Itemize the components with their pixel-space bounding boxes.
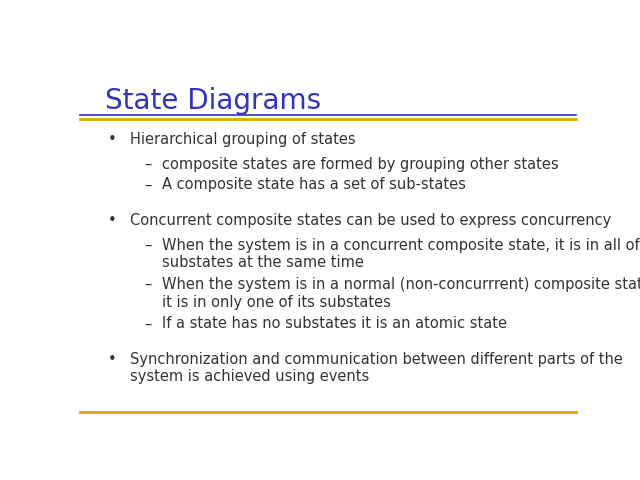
Text: Hierarchical grouping of states: Hierarchical grouping of states xyxy=(129,132,355,146)
Text: When the system is in a concurrent composite state, it is in all of its
substate: When the system is in a concurrent compo… xyxy=(162,238,640,270)
Text: Concurrent composite states can be used to express concurrency: Concurrent composite states can be used … xyxy=(129,213,611,228)
Text: If a state has no substates it is an atomic state: If a state has no substates it is an ato… xyxy=(162,316,507,331)
Text: –: – xyxy=(145,177,152,192)
Text: Synchronization and communication between different parts of the
system is achie: Synchronization and communication betwee… xyxy=(129,352,623,384)
Text: –: – xyxy=(145,277,152,292)
Text: –: – xyxy=(145,238,152,253)
Text: When the system is in a normal (non-concurrrent) composite state,
it is in only : When the system is in a normal (non-conc… xyxy=(162,277,640,310)
Text: A composite state has a set of sub-states: A composite state has a set of sub-state… xyxy=(162,177,466,192)
Text: •: • xyxy=(108,352,116,367)
Text: –: – xyxy=(145,156,152,172)
Text: –: – xyxy=(145,316,152,331)
Text: •: • xyxy=(108,213,116,228)
Text: •: • xyxy=(108,132,116,146)
Text: composite states are formed by grouping other states: composite states are formed by grouping … xyxy=(162,156,559,172)
Text: State Diagrams: State Diagrams xyxy=(105,87,321,115)
